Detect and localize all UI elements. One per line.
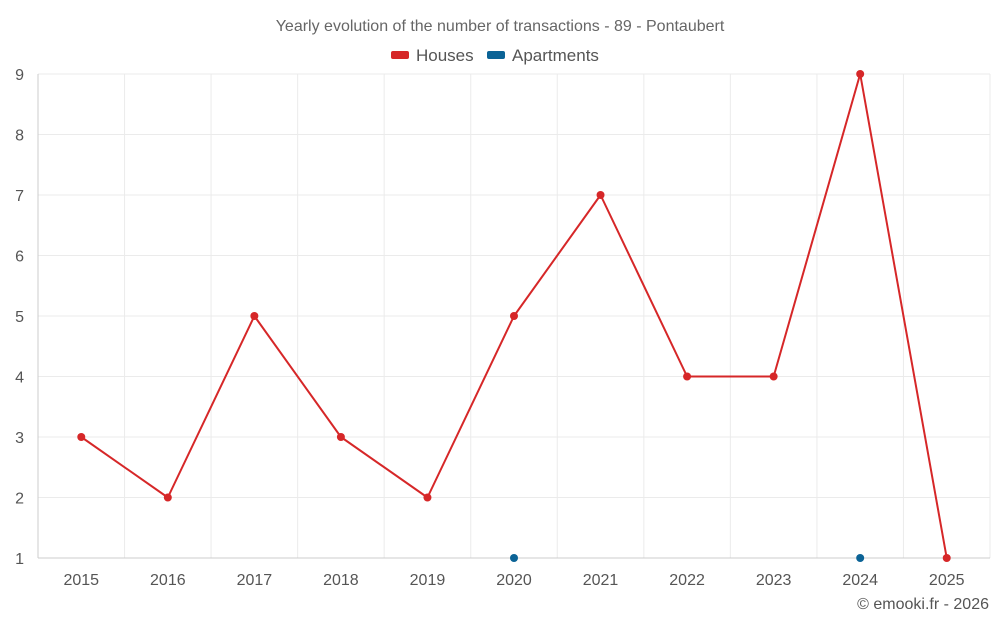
x-tick-label: 2017 — [237, 572, 273, 589]
series-apartments — [510, 554, 865, 562]
y-tick-label: 4 — [15, 370, 24, 387]
x-tick-label: 2015 — [63, 572, 99, 589]
x-tick-label: 2019 — [410, 572, 446, 589]
data-point-houses[interactable] — [942, 554, 951, 562]
x-tick-labels: 2015 2016 2017 2018 2019 2020 2021 2022 2023 2024… — [63, 572, 964, 589]
y-tick-label: 8 — [15, 128, 24, 145]
data-point-houses[interactable] — [423, 493, 432, 502]
y-tick-label: 5 — [15, 309, 24, 326]
legend-item-houses[interactable]: Houses — [391, 46, 474, 65]
legend-swatch-apartments — [487, 51, 505, 59]
legend-label-apartments: Apartments — [512, 46, 599, 65]
x-tick-label: 2024 — [842, 572, 878, 589]
data-point-houses[interactable] — [510, 312, 518, 320]
y-tick-label: 2 — [15, 491, 24, 508]
data-point-houses[interactable] — [250, 312, 259, 320]
x-tick-label: 2022 — [669, 572, 705, 589]
data-point-houses[interactable] — [336, 433, 345, 441]
y-tick-label: 3 — [15, 430, 24, 447]
x-tick-label: 2016 — [150, 572, 186, 589]
x-tick-label: 2020 — [496, 572, 532, 589]
series — [77, 70, 951, 562]
credit-text: © emooki.fr - 2026 — [857, 596, 989, 613]
y-tick-label: 9 — [15, 67, 24, 84]
data-point-houses[interactable] — [683, 372, 692, 381]
x-tick-label: 2021 — [583, 572, 619, 589]
legend-label-houses: Houses — [416, 46, 474, 65]
data-point-houses[interactable] — [77, 433, 86, 441]
y-tick-label: 1 — [15, 551, 24, 568]
x-tick-label: 2018 — [323, 572, 359, 589]
y-tick-label: 7 — [15, 188, 24, 205]
data-point-houses[interactable] — [163, 493, 172, 502]
data-point-houses[interactable] — [769, 372, 778, 381]
x-tick-label: 2025 — [929, 572, 965, 589]
legend-swatch-houses — [391, 51, 409, 59]
legend-item-apartments[interactable]: Apartments — [487, 46, 599, 65]
data-point-houses[interactable] — [596, 191, 605, 199]
legend: Houses Apartments — [391, 46, 599, 65]
data-point-houses[interactable] — [856, 70, 865, 78]
series-houses — [77, 70, 951, 562]
y-tick-label: 6 — [15, 249, 24, 266]
data-point-apartments[interactable] — [856, 554, 865, 562]
y-tick-labels: 1 2 3 4 5 6 7 8 9 — [15, 67, 24, 568]
x-tick-label: 2023 — [756, 572, 792, 589]
data-point-apartments[interactable] — [510, 554, 518, 562]
chart-title: Yearly evolution of the number of transa… — [276, 18, 725, 35]
